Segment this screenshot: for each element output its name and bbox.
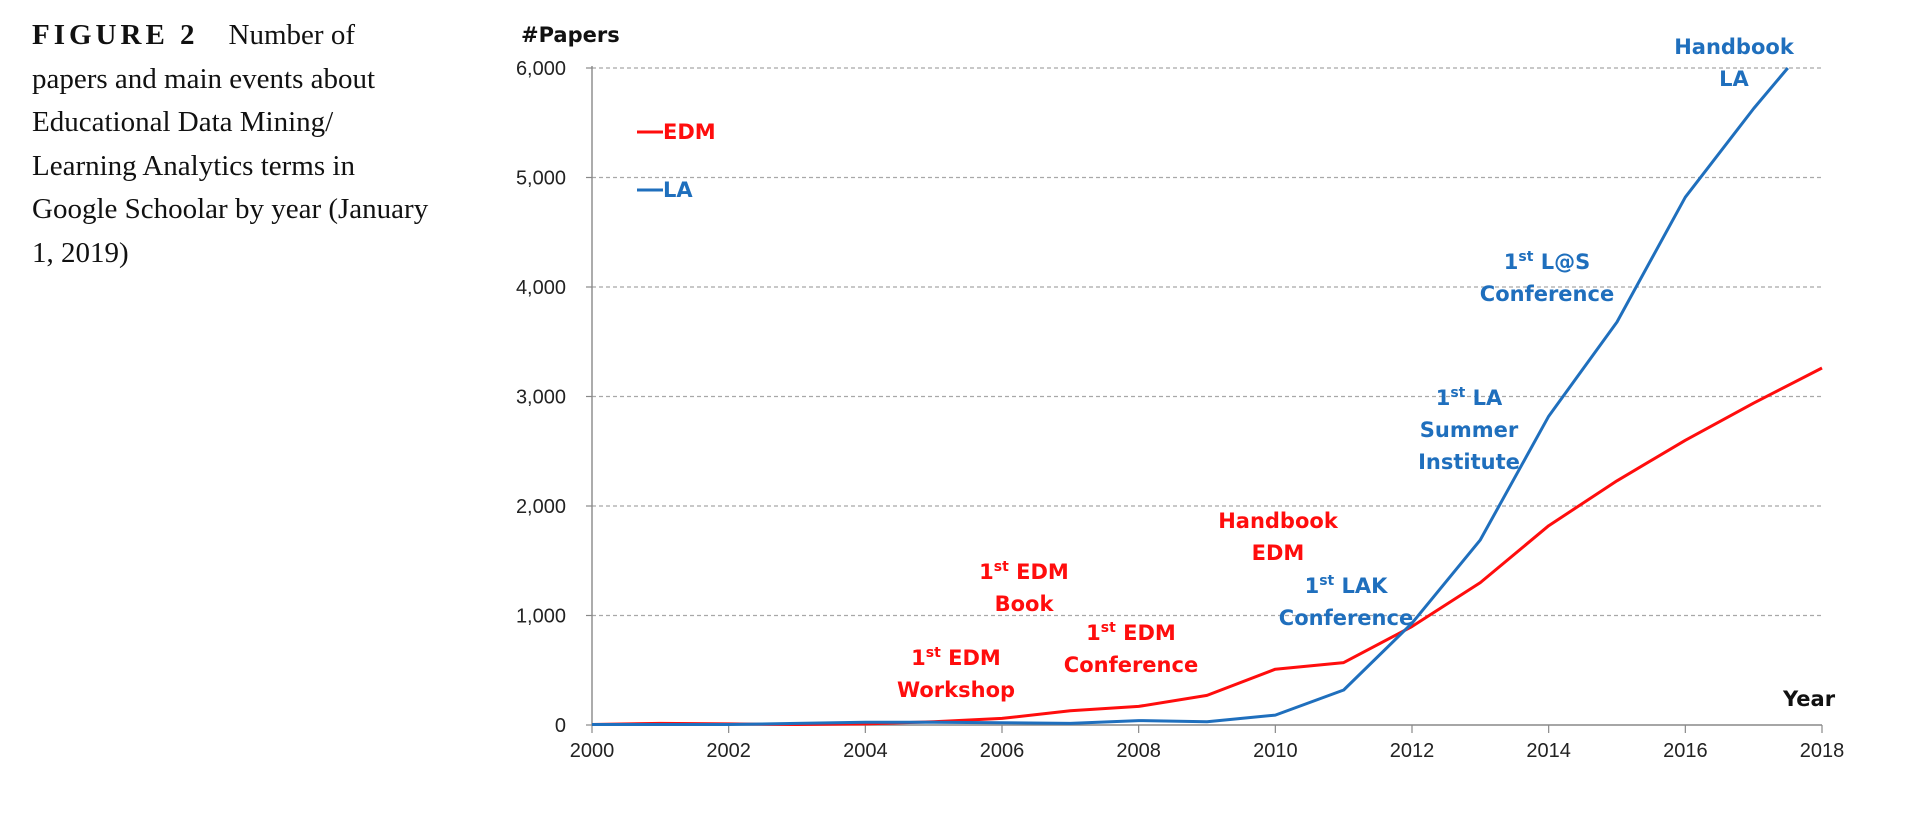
- annotation: 1st LAK Conference: [1279, 573, 1413, 630]
- x-tick-label: 2004: [843, 740, 888, 762]
- legend-label-la: LA: [663, 178, 693, 202]
- y-tick-label: 1,000: [516, 606, 566, 628]
- annotation-line: EDM: [1252, 541, 1305, 565]
- annotation-line: Workshop: [897, 678, 1015, 702]
- y-tick-label: 5,000: [516, 168, 566, 190]
- y-tick-label: 3,000: [516, 387, 566, 409]
- caption-text: Number of papers and main events about E…: [32, 19, 429, 269]
- annotation: 1st EDM Book: [979, 559, 1069, 616]
- x-tick-label: 2016: [1663, 740, 1708, 762]
- annotation-line: 1st EDM: [1086, 620, 1176, 645]
- annotation-line: Summer: [1420, 418, 1519, 442]
- annotation: Handbook LA: [1674, 35, 1795, 91]
- x-tick-label: 2012: [1390, 740, 1435, 762]
- annotation: 1st EDM Workshop: [897, 645, 1015, 702]
- annotation-line: Conference: [1279, 606, 1413, 630]
- figure-label: FIGURE 2: [32, 19, 199, 51]
- annotation-line: Handbook: [1674, 35, 1795, 59]
- y-axis-title: #Papers: [521, 23, 620, 47]
- annotation-line: 1st EDM: [979, 559, 1069, 584]
- series-line-la: [592, 67, 1789, 726]
- y-tick-label: 4,000: [516, 277, 566, 299]
- figure-caption: FIGURE 2 Number of papers and main events…: [32, 14, 432, 275]
- series-lines: [591, 67, 1823, 726]
- annotation: 1st LA Summer Institute: [1418, 385, 1520, 474]
- x-tick-label: 2014: [1526, 740, 1571, 762]
- y-tick-label: 2,000: [516, 496, 566, 518]
- x-tick-label: 2008: [1116, 740, 1161, 762]
- x-tick-label: 2010: [1253, 740, 1298, 762]
- annotation-line: Conference: [1064, 653, 1198, 677]
- x-tick-label: 2006: [980, 740, 1025, 762]
- annotation: 1st EDM Conference: [1064, 620, 1198, 677]
- annotation: Handbook EDM: [1218, 509, 1339, 565]
- annotation: 1st L@S Conference: [1480, 249, 1614, 306]
- x-tick-label: 2002: [706, 740, 751, 762]
- annotation-line: Institute: [1418, 450, 1520, 474]
- annotation-line: Handbook: [1218, 509, 1339, 533]
- annotation-line: 1st L@S: [1504, 249, 1590, 274]
- x-tick-label: 2018: [1800, 740, 1845, 762]
- annotation-line: Book: [995, 592, 1055, 616]
- series-line-edm: [591, 366, 1823, 726]
- legend-label-edm: EDM: [663, 120, 716, 144]
- annotations: 1st EDM Workshop 1st EDM Book 1st EDM Confere…: [897, 35, 1795, 702]
- annotation-line: 1st LAK: [1305, 573, 1389, 598]
- grid: [592, 67, 1822, 617]
- annotation-line: 1st LA: [1436, 385, 1503, 410]
- x-axis-title: Year: [1782, 687, 1836, 711]
- annotation-line: Conference: [1480, 282, 1614, 306]
- legend: EDM LA: [637, 120, 716, 202]
- y-tick-label: 0: [555, 715, 566, 737]
- axes: 0 1,000 2,000 3,000 4,000 5,000 6,000 2000 2002 2…: [516, 23, 1844, 762]
- x-tick-label: 2000: [570, 740, 615, 762]
- y-tick-label: 6,000: [516, 58, 566, 80]
- annotation-line: LA: [1719, 67, 1749, 91]
- annotation-line: 1st EDM: [911, 645, 1001, 670]
